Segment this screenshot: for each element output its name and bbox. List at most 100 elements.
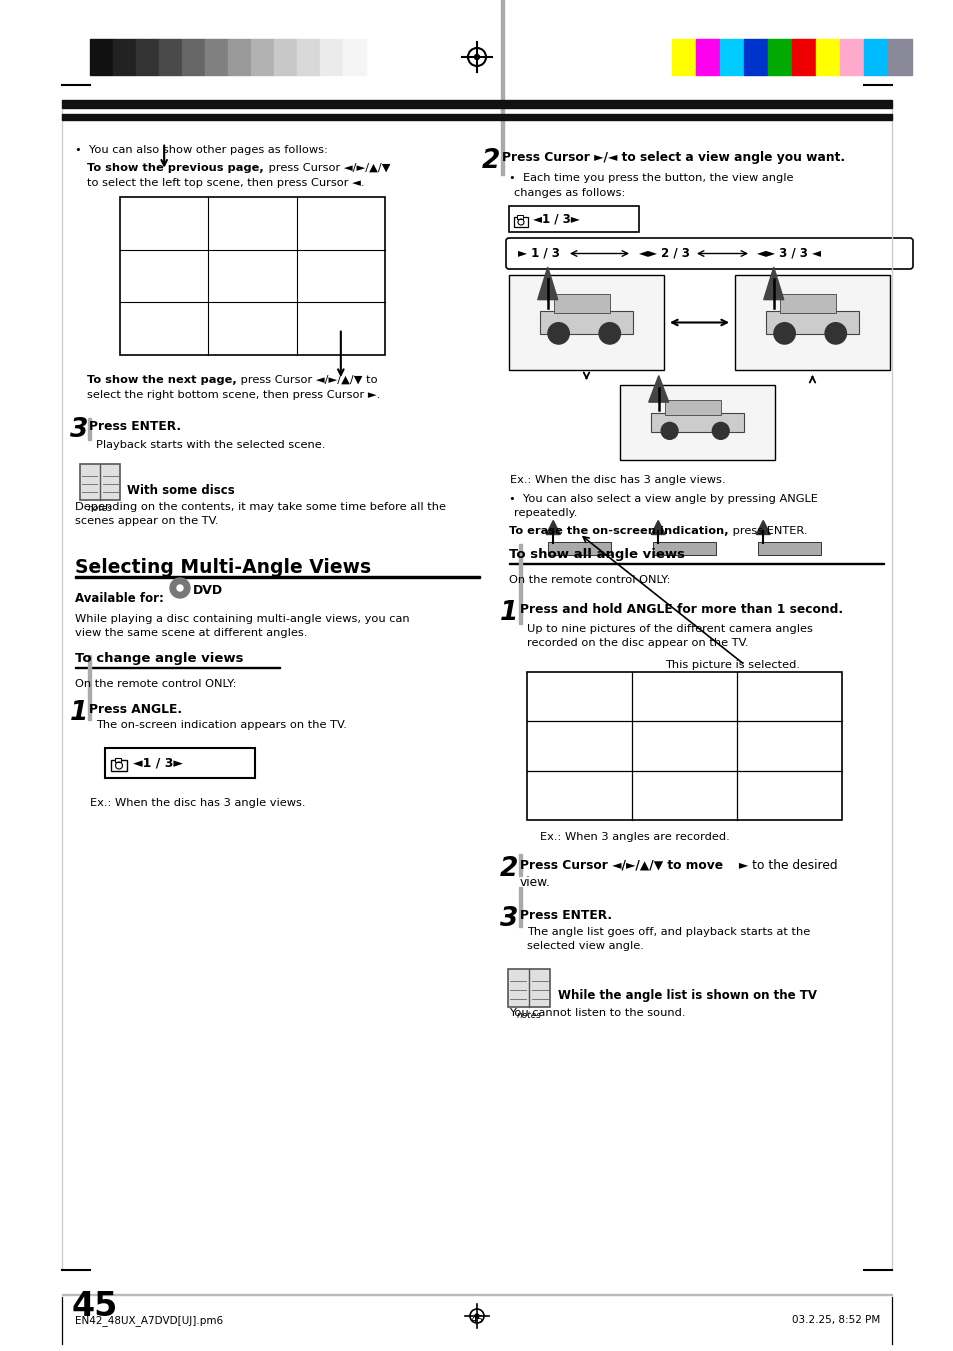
Bar [765, 311, 858, 335]
Bar [120, 197, 385, 355]
Text: Press ENTER.: Press ENTER. [519, 909, 612, 921]
Text: 1: 1 [70, 700, 89, 725]
Polygon shape [763, 267, 783, 300]
Bar [112, 39, 136, 76]
Text: Selecting Multi-Angle Views: Selecting Multi-Angle Views [75, 558, 371, 577]
Text: ▤: ▤ [243, 55, 261, 74]
Bar [509, 562, 883, 563]
Text: 1: 1 [499, 600, 517, 626]
Bar [767, 39, 791, 76]
Text: •  Each time you press the button, the view angle: • Each time you press the button, the vi… [509, 173, 793, 182]
Bar [526, 671, 841, 820]
Text: 45: 45 [71, 1290, 118, 1323]
Text: This picture is selected.: This picture is selected. [664, 661, 800, 670]
Bar [518, 544, 522, 624]
Text: To show the next page,: To show the next page, [87, 376, 236, 385]
Text: ◄► 2 / 3: ◄► 2 / 3 [638, 247, 689, 259]
Polygon shape [546, 520, 559, 535]
Text: scenes appear on the TV.: scenes appear on the TV. [75, 516, 218, 526]
Bar [780, 293, 835, 312]
Text: to select the left top scene, then press Cursor ◄.: to select the left top scene, then press… [87, 178, 364, 188]
Circle shape [598, 323, 619, 345]
Text: To change angle views: To change angle views [75, 653, 243, 665]
Circle shape [824, 323, 845, 345]
Bar [887, 39, 911, 76]
Text: 2: 2 [481, 149, 500, 174]
Bar [296, 39, 319, 76]
Text: press Cursor ◄/►/▲/▼: press Cursor ◄/►/▲/▼ [265, 163, 390, 173]
Text: Press Cursor ◄/►/▲/▼ to move: Press Cursor ◄/►/▲/▼ to move [519, 859, 722, 871]
Text: DVD: DVD [193, 584, 223, 597]
Circle shape [660, 423, 678, 439]
Text: view.: view. [519, 875, 550, 889]
Text: changes as follows:: changes as follows: [514, 188, 625, 199]
Bar [619, 385, 774, 459]
Text: •  You can also show other pages as follows:: • You can also show other pages as follo… [75, 145, 328, 155]
Bar [554, 293, 609, 312]
Text: select the right bottom scene, then press Cursor ►.: select the right bottom scene, then pres… [87, 390, 380, 400]
Text: On the remote control ONLY:: On the remote control ONLY: [509, 576, 670, 585]
Bar [791, 39, 815, 76]
Circle shape [547, 323, 569, 345]
Text: To show all angle views: To show all angle views [509, 549, 684, 561]
Text: Ex.: When 3 angles are recorded.: Ex.: When 3 angles are recorded. [539, 832, 729, 842]
Polygon shape [80, 463, 120, 500]
Bar [90, 39, 112, 76]
Text: view the same scene at different angles.: view the same scene at different angles. [75, 628, 307, 638]
Text: ► 1 / 3: ► 1 / 3 [517, 247, 559, 259]
Bar [518, 888, 522, 927]
Bar [343, 39, 366, 76]
Bar [88, 417, 91, 440]
Bar [159, 39, 182, 76]
Bar [62, 113, 891, 120]
Text: ◄► 3 / 3 ◄: ◄► 3 / 3 ◄ [757, 247, 821, 259]
Circle shape [773, 323, 795, 345]
Bar [500, 0, 504, 176]
Bar [509, 276, 663, 370]
Text: Ex.: When the disc has 3 angle views.: Ex.: When the disc has 3 angle views. [510, 476, 724, 485]
Bar [509, 205, 639, 232]
Bar [136, 39, 159, 76]
FancyBboxPatch shape [505, 238, 912, 269]
Bar [75, 666, 280, 667]
Bar [115, 758, 121, 762]
Bar [518, 854, 522, 875]
Polygon shape [507, 969, 550, 1006]
Text: ◄1 / 3►: ◄1 / 3► [132, 757, 183, 770]
Text: Depending on the contents, it may take some time before all the: Depending on the contents, it may take s… [75, 503, 446, 512]
Text: To erase the on-screen indication,: To erase the on-screen indication, [509, 526, 728, 536]
Bar [182, 39, 205, 76]
Bar [251, 39, 274, 76]
Polygon shape [537, 267, 558, 300]
Text: ▤: ▤ [154, 55, 173, 74]
Text: Press and hold ANGLE for more than 1 second.: Press and hold ANGLE for more than 1 sec… [519, 603, 842, 616]
Text: press ENTER.: press ENTER. [728, 526, 806, 536]
Bar [205, 39, 228, 76]
Text: 2: 2 [499, 857, 517, 882]
Text: recorded on the disc appear on the TV.: recorded on the disc appear on the TV. [526, 638, 748, 648]
Text: 45: 45 [470, 1315, 483, 1325]
Text: To show the previous page,: To show the previous page, [87, 163, 263, 173]
Text: On the remote control ONLY:: On the remote control ONLY: [75, 680, 236, 689]
Bar [62, 100, 891, 108]
Circle shape [170, 578, 190, 598]
Text: Press ANGLE.: Press ANGLE. [89, 703, 182, 716]
Bar [734, 276, 889, 370]
Bar [652, 543, 716, 555]
Bar [88, 655, 91, 720]
Text: While playing a disc containing multi-angle views, you can: While playing a disc containing multi-an… [75, 613, 409, 624]
Text: The on-screen indication appears on the TV.: The on-screen indication appears on the … [96, 720, 347, 730]
Bar [514, 218, 527, 227]
Bar [743, 39, 767, 76]
Polygon shape [756, 520, 769, 535]
Text: ◄1 / 3►: ◄1 / 3► [533, 212, 579, 226]
Bar [664, 400, 720, 415]
Bar [228, 39, 251, 76]
Text: Available for:: Available for: [75, 592, 164, 605]
Text: 03.2.25, 8:52 PM: 03.2.25, 8:52 PM [791, 1315, 879, 1325]
Text: 3: 3 [499, 907, 517, 932]
Text: notes: notes [516, 1011, 541, 1020]
Bar [671, 39, 696, 76]
Bar [517, 215, 522, 219]
Bar [111, 761, 127, 771]
